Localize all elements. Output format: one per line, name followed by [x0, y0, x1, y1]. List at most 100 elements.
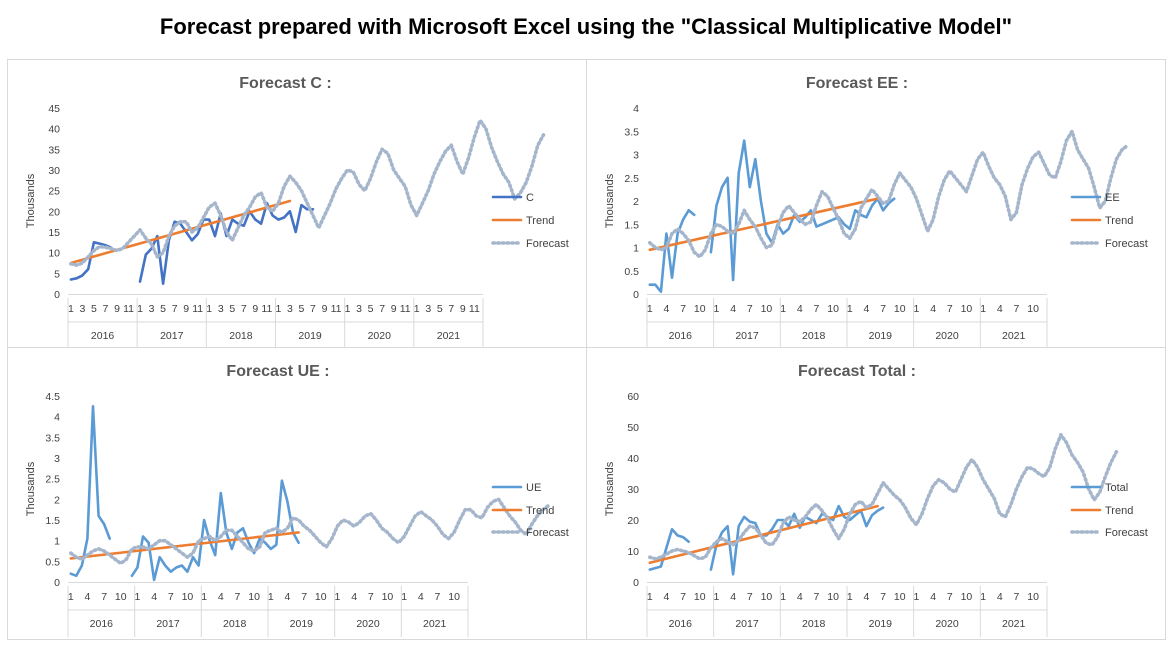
x-tick-label: 1 [647, 303, 653, 315]
x-tick-label: 7 [747, 303, 753, 315]
legend-label-trend: Trend [526, 215, 554, 227]
x-tick-label: 10 [894, 303, 906, 315]
x-tick-label: 1 [345, 303, 351, 315]
chart-panel-ue: Forecast UE : Thousands 0 0.5 1 1.5 2 2.5 3 3.5 4 4… [7, 347, 587, 640]
x-year-label: 2018 [229, 330, 253, 342]
x-tick-label: 7 [435, 591, 441, 603]
x-tick-label: 7 [680, 591, 686, 603]
x-tick-label: 1 [780, 591, 786, 603]
x-tick-label: 7 [814, 591, 820, 603]
x-tick-label: 9 [391, 303, 397, 315]
x-year-label: 2021 [1002, 618, 1026, 630]
legend-label-forecast: Forecast [526, 527, 569, 539]
legend-label-trend: Trend [526, 505, 554, 517]
x-tick-label: 5 [91, 303, 97, 315]
y-tick-label: 4 [633, 103, 639, 115]
x-tick-label: 1 [980, 303, 986, 315]
x-tick-label: 1 [647, 591, 653, 603]
y-tick-label: 35 [48, 144, 60, 156]
x-tick-label: 4 [285, 591, 291, 603]
x-tick-label: 3 [79, 303, 85, 315]
x-tick-label: 4 [930, 591, 936, 603]
y-tick-label: 10 [627, 546, 639, 558]
x-tick-label: 10 [248, 591, 260, 603]
x-tick-label: 5 [368, 303, 374, 315]
x-tick-label: 9 [252, 303, 258, 315]
legend-label-forecast: Forecast [1105, 238, 1148, 250]
x-year-label: 2016 [90, 618, 114, 630]
y-tick-label: 1.5 [45, 515, 60, 527]
y-tick-label: 0.5 [624, 266, 639, 278]
x-tick-label: 7 [368, 591, 374, 603]
x-tick-label: 10 [448, 591, 460, 603]
chart-title-ee: Forecast EE : [806, 75, 908, 92]
y-tick-label: 1 [54, 536, 60, 548]
legend-label-actual: C [526, 192, 534, 204]
chart-svg-ee: Forecast EE :Thousands00.511.522.533.541… [604, 75, 1148, 349]
x-tick-label: 10 [694, 303, 706, 315]
x-year-label: 2019 [869, 330, 893, 342]
x-tick-label: 7 [235, 591, 241, 603]
x-tick-label: 10 [315, 591, 327, 603]
legend-label-trend: Trend [1105, 215, 1133, 227]
x-tick-label: 4 [85, 591, 91, 603]
series-line-forecast [648, 129, 1130, 259]
series-line-actual [69, 405, 111, 578]
legend-label-forecast: Forecast [526, 238, 569, 250]
x-tick-label: 7 [103, 303, 109, 315]
y-tick-label: 1 [633, 243, 639, 255]
x-year-label: 2020 [356, 618, 380, 630]
x-tick-label: 7 [1014, 591, 1020, 603]
x-tick-label: 1 [401, 591, 407, 603]
x-tick-label: 5 [437, 303, 443, 315]
x-tick-label: 10 [382, 591, 394, 603]
x-tick-label: 1 [714, 591, 720, 603]
x-tick-label: 10 [827, 591, 839, 603]
x-tick-label: 10 [961, 591, 973, 603]
series-line-actual [130, 479, 300, 582]
x-tick-label: 4 [151, 591, 157, 603]
x-tick-label: 7 [310, 303, 316, 315]
x-tick-label: 5 [229, 303, 235, 315]
x-tick-label: 10 [115, 591, 127, 603]
x-year-label: 2021 [1002, 330, 1026, 342]
y-tick-label: 2.5 [45, 474, 60, 486]
x-tick-label: 4 [864, 303, 870, 315]
x-tick-label: 9 [183, 303, 189, 315]
x-tick-label: 7 [101, 591, 107, 603]
x-tick-label: 3 [356, 303, 362, 315]
x-tick-label: 10 [894, 591, 906, 603]
x-tick-label: 11 [469, 303, 480, 315]
x-tick-label: 10 [1027, 303, 1039, 315]
x-tick-label: 1 [714, 303, 720, 315]
legend-label-actual: UE [526, 482, 541, 494]
x-tick-label: 1 [980, 591, 986, 603]
x-tick-label: 7 [947, 303, 953, 315]
x-tick-label: 11 [400, 303, 411, 315]
y-tick-label: 30 [48, 165, 60, 177]
page-title: Forecast prepared with Microsoft Excel u… [159, 14, 1013, 39]
chart-panel-total: Forecast Total : Thousands 0 10 20 30 40 50 60 1 4… [586, 347, 1166, 640]
x-year-label: 2021 [423, 618, 447, 630]
y-tick-label: 20 [627, 515, 639, 527]
x-tick-label: 7 [168, 591, 174, 603]
x-tick-label: 3 [287, 303, 293, 315]
x-tick-label: 1 [847, 591, 853, 603]
y-tick-label: 3.5 [624, 126, 639, 138]
y-tick-label: 4.5 [45, 391, 60, 403]
y-tick-label: 4 [54, 412, 60, 424]
x-year-label: 2018 [223, 618, 247, 630]
x-year-label: 2020 [368, 330, 392, 342]
x-tick-label: 7 [680, 303, 686, 315]
x-year-label: 2020 [935, 618, 959, 630]
y-tick-label: 0 [633, 577, 639, 589]
x-tick-label: 7 [379, 303, 385, 315]
x-tick-label: 1 [335, 591, 341, 603]
x-year-label: 2018 [802, 330, 826, 342]
y-axis-label-total: Thousands [604, 461, 616, 516]
series-line-actual [709, 139, 896, 282]
x-year-label: 2019 [869, 618, 893, 630]
x-tick-label: 1 [847, 303, 853, 315]
x-tick-label: 4 [997, 591, 1003, 603]
y-tick-label: 40 [48, 124, 60, 136]
